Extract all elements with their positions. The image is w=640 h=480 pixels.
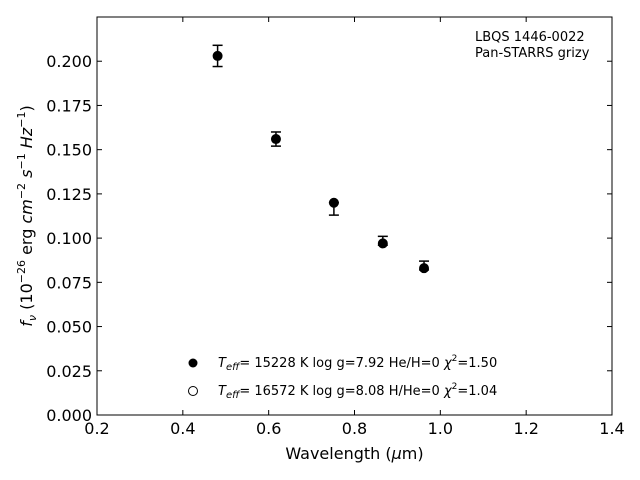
annotation-object: LBQS 1446-0022 [475,30,585,45]
y-tick-label: 0.000 [46,406,92,425]
x-axis-ticks: 0.2 0.4 0.6 0.8 1.0 1.2 1.4 [84,17,625,438]
x-tick-label: 1.2 [513,419,538,438]
x-tick-label: 0.6 [256,419,281,438]
legend-entry-1: Teff= 15228 K log g=7.92 He/H=0 χ2=1.50 [218,354,497,373]
x-tick-label: 1.0 [428,419,453,438]
model-1-point [419,263,429,273]
y-tick-label: 0.100 [46,229,92,248]
data-points [212,50,430,274]
y-tick-label: 0.175 [46,96,92,115]
legend-marker-open [188,386,198,396]
model-1-point [271,134,281,144]
y-tick-label: 0.125 [46,185,92,204]
x-axis-label: Wavelength (μm) [285,444,423,463]
x-tick-label: 1.4 [599,419,624,438]
y-tick-label: 0.150 [46,141,92,160]
y-tick-label: 0.200 [46,52,92,71]
legend-entry-2: Teff= 16572 K log g=8.08 H/He=0 χ2=1.04 [218,382,497,401]
model-1-point [329,198,339,208]
model-1-point [378,238,388,248]
y-tick-label: 0.075 [46,273,92,292]
x-tick-label: 0.4 [170,419,195,438]
y-axis-label: fν (10−26 erg cm−2 s−1 Hz−1) [15,105,39,326]
y-tick-label: 0.025 [46,362,92,381]
y-tick-label: 0.050 [46,318,92,337]
x-tick-label: 0.8 [342,419,367,438]
legend: Teff= 15228 K log g=7.92 He/H=0 χ2=1.50 … [188,354,497,401]
legend-marker-filled [188,358,198,368]
annotation-survey: Pan-STARRS grizy [475,46,590,61]
model-1-point [213,51,223,61]
errorbar-series [212,44,430,271]
x-tick-label: 0.2 [84,419,109,438]
y-axis-ticks: 0.000 0.025 0.050 0.075 0.100 0.125 0.150 0.175… [46,52,612,425]
